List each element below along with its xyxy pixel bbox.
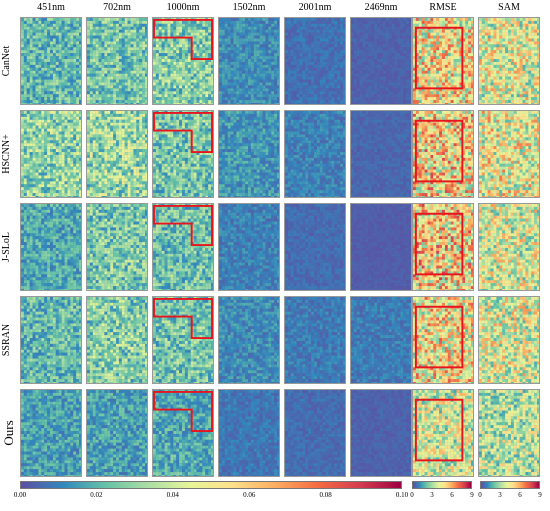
error-map-0-0: [20, 17, 82, 105]
rmse_colorbar-tick-2: 6: [440, 491, 464, 499]
column-header-0: 451nm: [20, 2, 82, 13]
sam_colorbar-tick-2: 6: [508, 491, 532, 499]
error-map-2-2: [152, 203, 214, 291]
error-map-4-4: [284, 389, 346, 477]
column-header-6: RMSE: [412, 2, 474, 13]
column-header-5: 2469nm: [350, 2, 412, 13]
error-map-0-4: [284, 17, 346, 105]
error-map-1-4: [284, 110, 346, 198]
error-map-3-4: [284, 296, 346, 384]
error_colorbar-tick-5: 0.10: [390, 491, 414, 499]
error-map-3-6: [412, 296, 474, 384]
error-map-2-5: [350, 203, 412, 291]
error-map-3-2: [152, 296, 214, 384]
error-map-0-3: [218, 17, 280, 105]
error-map-2-6: [412, 203, 474, 291]
error-map-2-4: [284, 203, 346, 291]
error-map-4-5: [350, 389, 412, 477]
row-label-3: SSRAN: [1, 300, 15, 380]
column-header-2: 1000nm: [152, 2, 214, 13]
sam_colorbar-tick-1: 3: [488, 491, 512, 499]
error_colorbar-tick-0: 0.00: [8, 491, 32, 499]
error-map-0-1: [86, 17, 148, 105]
error-map-3-5: [350, 296, 412, 384]
error-map-4-6: [412, 389, 474, 477]
column-header-4: 2001nm: [284, 2, 346, 13]
error-map-3-3: [218, 296, 280, 384]
error-map-1-6: [412, 110, 474, 198]
row-label-1: HSCNN+: [1, 114, 15, 194]
error-map-3-7: [478, 296, 540, 384]
error-map-2-0: [20, 203, 82, 291]
error-map-4-7: [478, 389, 540, 477]
rmse_colorbar-tick-1: 3: [420, 491, 444, 499]
error-map-3-0: [20, 296, 82, 384]
error-map-2-1: [86, 203, 148, 291]
row-label-0: CanNet: [1, 21, 15, 101]
error-map-1-5: [350, 110, 412, 198]
sam_colorbar-tick-0: 0: [468, 491, 492, 499]
rmse_colorbar-tick-3: 9: [460, 491, 484, 499]
sam-colorbar: [480, 481, 540, 489]
error_colorbar-tick-2: 0.04: [161, 491, 185, 499]
error-map-1-3: [218, 110, 280, 198]
column-header-7: SAM: [478, 2, 540, 13]
column-header-3: 1502nm: [218, 2, 280, 13]
error-map-4-2: [152, 389, 214, 477]
error-map-1-0: [20, 110, 82, 198]
error-map-0-2: [152, 17, 214, 105]
error-map-4-3: [218, 389, 280, 477]
error-map-2-7: [478, 203, 540, 291]
error-colorbar: [20, 481, 402, 489]
error-map-0-6: [412, 17, 474, 105]
row-label-4: Ours: [1, 393, 16, 473]
error-map-1-7: [478, 110, 540, 198]
error-map-2-3: [218, 203, 280, 291]
sam_colorbar-tick-3: 9: [528, 491, 550, 499]
error_colorbar-tick-3: 0.06: [237, 491, 261, 499]
error-map-1-1: [86, 110, 148, 198]
error-map-0-7: [478, 17, 540, 105]
error-map-4-0: [20, 389, 82, 477]
rmse-colorbar: [412, 481, 472, 489]
column-header-1: 702nm: [86, 2, 148, 13]
error_colorbar-tick-1: 0.02: [84, 491, 108, 499]
error-map-0-5: [350, 17, 412, 105]
error-map-4-1: [86, 389, 148, 477]
error-map-3-1: [86, 296, 148, 384]
row-label-2: J-SLoL: [1, 207, 15, 287]
error-map-1-2: [152, 110, 214, 198]
rmse_colorbar-tick-0: 0: [400, 491, 424, 499]
error_colorbar-tick-4: 0.08: [314, 491, 338, 499]
